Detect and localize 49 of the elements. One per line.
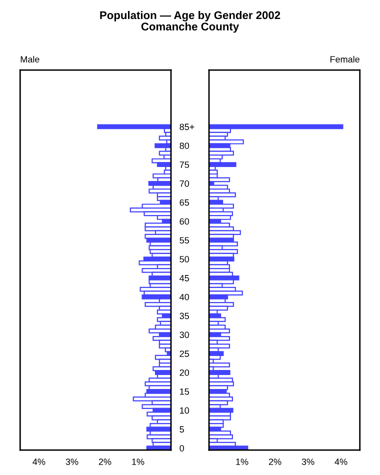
y-tick-label: 15: [180, 388, 189, 395]
chart-subtitle: Comanche County: [141, 22, 240, 33]
bar: [142, 294, 171, 300]
y-tick-label: 10: [180, 407, 190, 414]
bar: [209, 215, 232, 220]
bar: [209, 162, 236, 167]
chart-title: Population — Age by Gender 2002: [100, 10, 280, 22]
bar: [97, 124, 171, 130]
x-tick-label: 4%: [334, 458, 348, 465]
x-tick-label: 3%: [302, 458, 314, 465]
bar: [209, 344, 230, 348]
y-tick-label: 0: [180, 445, 184, 452]
bar: [209, 446, 248, 450]
bar: [209, 370, 230, 375]
y-tick-label: 55: [180, 237, 189, 244]
x-tick-label: 1%: [132, 458, 144, 465]
bar: [146, 446, 171, 450]
bar: [158, 136, 171, 141]
bar: [209, 336, 230, 341]
x-tick-label: 2%: [268, 458, 282, 465]
y-tick-label: 5: [180, 426, 184, 433]
bar: [209, 242, 238, 246]
bar: [158, 344, 171, 348]
y-tick-label: 60: [180, 218, 190, 225]
text: Male: [20, 56, 40, 63]
y-tick-label: 80: [180, 142, 190, 149]
bar: [154, 143, 171, 148]
y-tick-label: 30: [180, 332, 190, 338]
bar: [209, 177, 230, 182]
x-tick-label: 3%: [66, 458, 78, 465]
y-tick-label: 45: [180, 275, 189, 282]
bar: [209, 354, 221, 360]
x-tick-label: 1%: [236, 458, 248, 465]
y-tick-label: 50: [180, 256, 190, 262]
text: Female: [330, 56, 360, 63]
y-tick-label: 65: [180, 199, 189, 206]
y-tick-label: 40: [180, 294, 190, 300]
y-tick-label: 75: [180, 162, 189, 168]
y-tick-label: 35: [180, 312, 189, 320]
bar: [144, 302, 171, 307]
bar: [132, 396, 171, 402]
x-tick-label: 2%: [98, 458, 112, 465]
y-tick-label: 20: [180, 369, 190, 376]
bar: [209, 362, 230, 368]
y-tick-label: 70: [180, 180, 190, 187]
y-tick-label: 25: [180, 350, 189, 357]
bar: [209, 290, 243, 296]
y-tick-label: 85+: [180, 124, 194, 130]
x-tick-label: 4%: [32, 458, 46, 465]
